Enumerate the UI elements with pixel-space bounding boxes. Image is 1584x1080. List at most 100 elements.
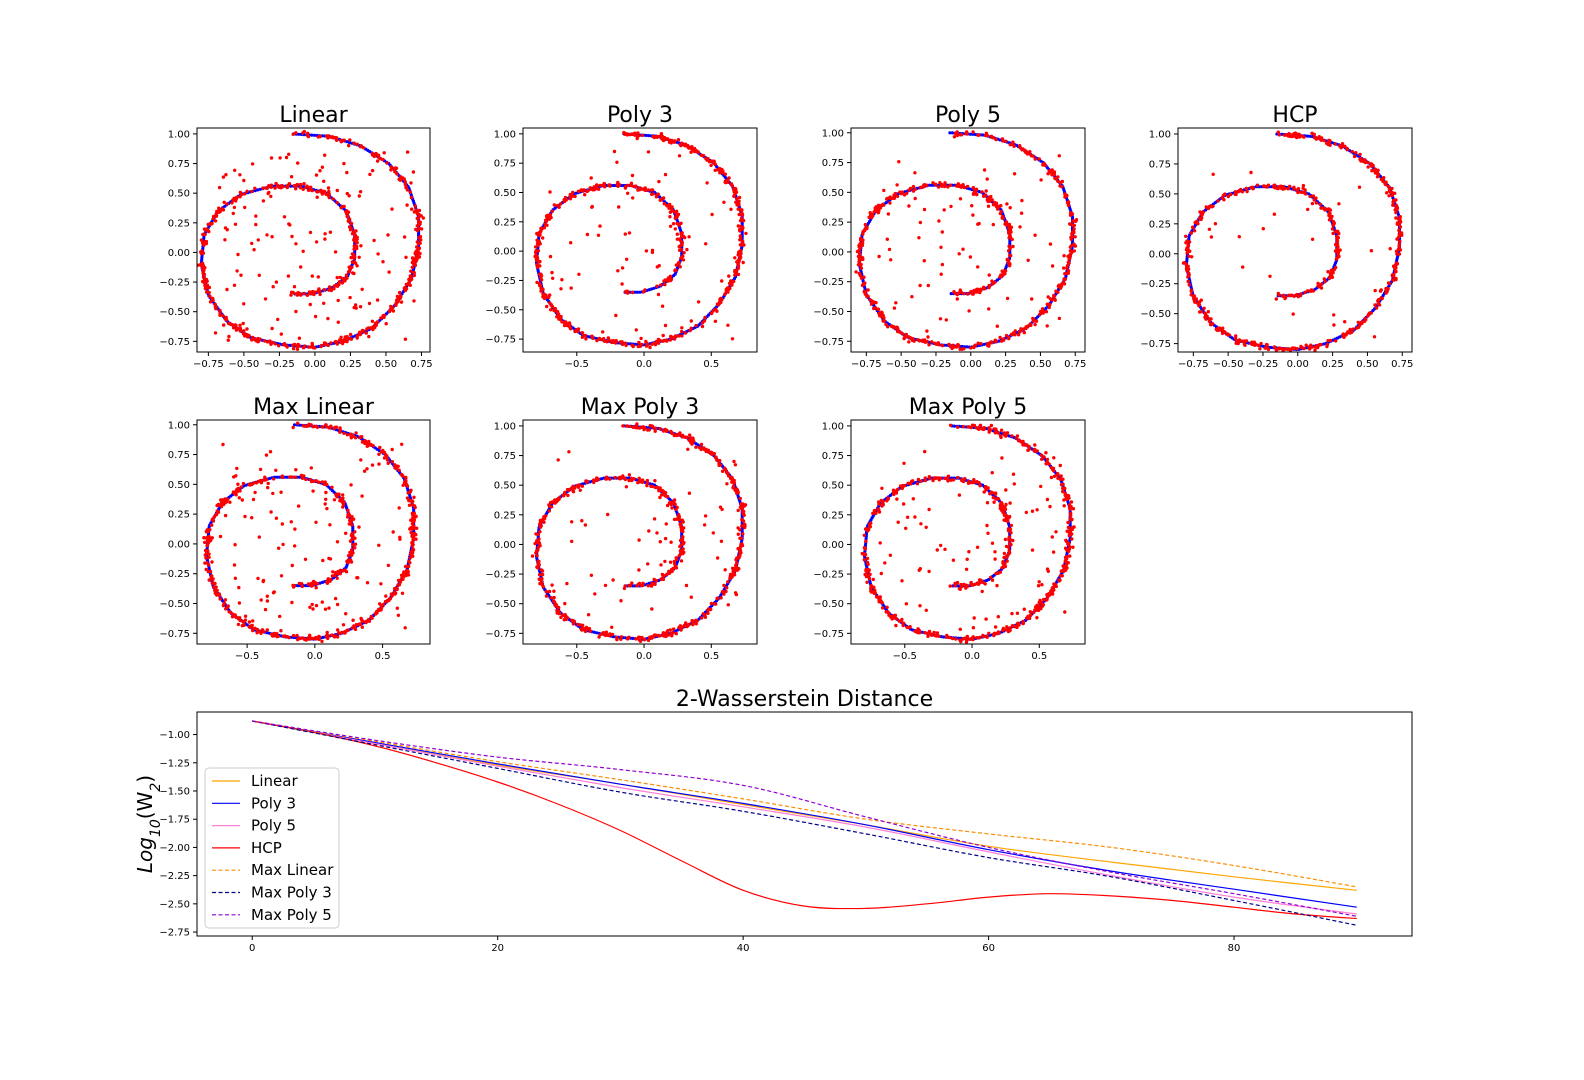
generated-point <box>338 426 342 430</box>
generated-point <box>1352 154 1357 159</box>
generated-point <box>213 302 217 306</box>
generated-point <box>631 344 635 348</box>
generated-point <box>390 460 395 464</box>
generated-point <box>360 625 364 629</box>
generated-point <box>689 319 693 323</box>
generated-point <box>1007 244 1011 248</box>
generated-point <box>323 502 327 506</box>
generated-point <box>250 162 255 166</box>
generated-point <box>1234 341 1238 345</box>
generated-point <box>256 576 260 581</box>
generated-point <box>1337 254 1341 259</box>
generated-point <box>564 320 568 324</box>
generated-point <box>655 284 659 288</box>
generated-point <box>235 269 239 273</box>
generated-point <box>250 516 254 520</box>
generated-point <box>301 424 305 428</box>
generated-point <box>1304 343 1308 347</box>
generated-point <box>1300 134 1304 138</box>
generated-point <box>415 257 419 261</box>
generated-point <box>411 170 416 174</box>
generated-point <box>1327 138 1331 142</box>
generated-point <box>1387 187 1392 191</box>
generated-point <box>886 325 890 329</box>
generated-point <box>575 329 580 333</box>
target-point <box>277 475 282 479</box>
generated-point <box>221 175 226 179</box>
x-tick-label: −0.25 <box>264 359 295 370</box>
generated-point <box>291 347 296 351</box>
generated-point <box>1302 346 1306 351</box>
generated-point <box>200 241 205 245</box>
generated-point <box>241 619 245 624</box>
generated-point <box>410 551 415 555</box>
generated-point <box>1387 194 1391 198</box>
generated-point <box>392 590 396 595</box>
generated-point <box>265 628 269 632</box>
generated-point <box>629 181 634 185</box>
y-tick-label: −0.25 <box>159 278 190 289</box>
generated-point <box>418 235 422 240</box>
generated-point <box>340 204 345 209</box>
generated-point <box>381 157 385 162</box>
generated-point <box>933 182 938 186</box>
generated-point <box>406 282 410 287</box>
target-point <box>977 190 981 194</box>
generated-point <box>674 334 678 338</box>
generated-point <box>1277 293 1281 297</box>
generated-point <box>278 614 282 619</box>
generated-point <box>410 207 414 211</box>
generated-point <box>717 300 722 304</box>
generated-point <box>293 544 297 548</box>
generated-point <box>324 192 328 196</box>
generated-point <box>293 527 297 531</box>
scatter-subplots: Linear−0.75 −0.50 −0.25 0.00 0.25 0.50 0.75−0.… <box>159 103 1413 662</box>
generated-point <box>413 532 417 536</box>
generated-point <box>1343 320 1347 324</box>
generated-point <box>334 425 339 429</box>
generated-point <box>303 344 307 348</box>
generated-point <box>328 557 333 561</box>
generated-point <box>277 344 281 348</box>
subplot-4: HCP−0.75 −0.50 −0.25 0.00 0.25 0.50 0.75−0.75−… <box>1140 103 1413 370</box>
generated-point <box>367 619 372 623</box>
generated-point <box>569 286 573 290</box>
generated-point <box>326 579 330 583</box>
generated-point <box>546 213 550 217</box>
generated-point <box>385 458 390 462</box>
generated-point <box>311 291 315 295</box>
generated-point <box>349 221 354 226</box>
generated-point <box>876 209 880 213</box>
generated-point <box>323 232 327 236</box>
generated-point <box>1207 227 1212 231</box>
generated-point <box>353 627 358 632</box>
generated-point <box>1052 170 1057 174</box>
generated-point <box>694 323 698 328</box>
generated-point <box>660 304 665 308</box>
generated-point <box>680 326 684 330</box>
generated-point <box>210 517 215 521</box>
generated-point <box>668 278 673 283</box>
generated-point <box>1331 223 1335 227</box>
generated-point <box>1258 347 1262 351</box>
generated-point <box>350 252 355 256</box>
generated-point <box>1237 338 1242 342</box>
generated-point <box>270 326 274 331</box>
generated-point <box>226 338 230 342</box>
generated-point <box>679 256 683 260</box>
generated-point <box>205 227 209 231</box>
generated-point <box>1272 212 1277 216</box>
generated-point <box>579 188 584 193</box>
generated-point <box>309 479 314 484</box>
generated-point <box>1048 297 1053 301</box>
y-tick-label: 0.25 <box>494 217 516 228</box>
generated-point <box>306 188 311 192</box>
generated-point <box>1316 284 1321 288</box>
generated-point <box>736 266 741 270</box>
generated-point <box>987 273 991 277</box>
generated-point <box>293 475 298 479</box>
x-tick-label: 0.0 <box>636 359 652 370</box>
generated-point <box>217 592 221 596</box>
generated-point <box>350 548 354 552</box>
generated-point <box>292 285 297 289</box>
